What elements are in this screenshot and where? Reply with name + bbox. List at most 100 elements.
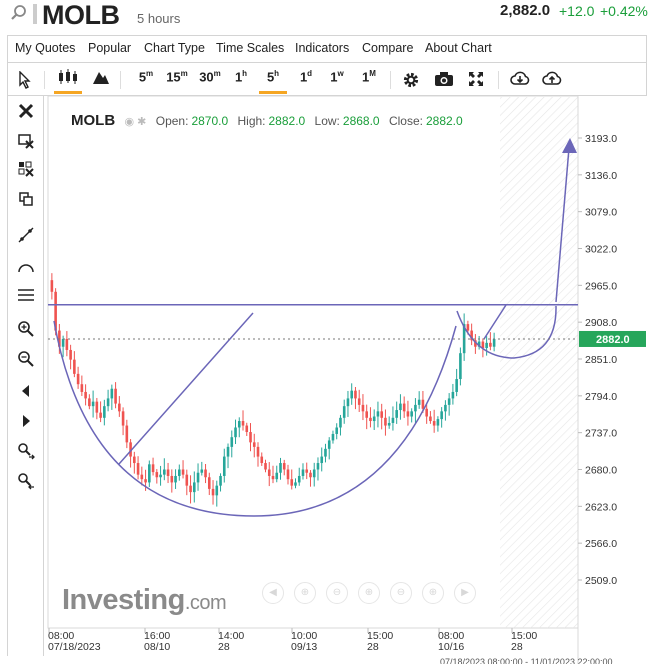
zoom-in-icon[interactable] xyxy=(17,320,35,338)
menu-about-chart[interactable]: About Chart xyxy=(425,41,492,55)
candle-body xyxy=(492,338,496,347)
zoom-out-icon[interactable]: ⊖ xyxy=(326,582,348,604)
nav-left-icon[interactable]: ◀ xyxy=(262,582,284,604)
last-price: 2,882.0 xyxy=(500,2,551,19)
x-tick-date: 08/10 xyxy=(144,641,170,653)
toolbar-separator xyxy=(44,71,45,89)
menu-my-quotes[interactable]: My Quotes xyxy=(15,41,76,55)
y-tick-label: 2794.0 xyxy=(585,391,617,403)
candle-body xyxy=(305,469,309,473)
zoom-in-icon[interactable]: ⊕ xyxy=(422,582,444,604)
arc-tool-icon[interactable] xyxy=(17,258,35,276)
candle-body xyxy=(365,411,368,418)
search-icon[interactable] xyxy=(10,4,28,22)
nav-right-icon[interactable]: ▶ xyxy=(454,582,476,604)
menu-popular[interactable]: Popular xyxy=(88,41,132,55)
x-tick-date: 28 xyxy=(511,641,523,653)
area-chart-button[interactable] xyxy=(91,69,111,89)
camera-icon[interactable] xyxy=(434,71,454,87)
candle-body xyxy=(425,408,428,417)
x-tick-label: 15:00 xyxy=(367,630,393,642)
y-tick-label: 2623.0 xyxy=(585,501,617,513)
candle-body xyxy=(133,456,136,464)
candlestick-chart[interactable]: 3193.0 3136.0 3079.0 3022.0 2965.0 2908.0 2851… xyxy=(44,96,647,664)
cloud-download-icon[interactable] xyxy=(510,70,530,88)
candle-body xyxy=(451,391,455,399)
menu-indicators[interactable]: Indicators xyxy=(295,41,350,55)
ohlc-legend: MOLB ◉ ✱ Open: 2870.0 High: 2882.0 Low: 286… xyxy=(71,112,469,129)
candlestick-chart-button[interactable] xyxy=(54,69,82,94)
candle-body xyxy=(189,485,192,493)
candle-body xyxy=(260,456,264,464)
zoom-in-icon[interactable]: ⊕ xyxy=(358,582,380,604)
trend-line-icon[interactable] xyxy=(17,226,35,244)
close-icon[interactable] xyxy=(17,102,35,120)
candle-body xyxy=(455,379,458,392)
candle-body xyxy=(414,404,417,412)
header-divider xyxy=(33,4,37,24)
cup-arc xyxy=(53,320,457,517)
menu-time-scales[interactable]: Time Scales xyxy=(216,41,285,55)
chart-toolbar: 5m 15m 30m 1h 5h 1d 1w 1M xyxy=(7,62,647,96)
candle-body xyxy=(222,456,226,476)
gear-icon[interactable] xyxy=(402,71,420,89)
zoom-in-icon[interactable]: ⊕ xyxy=(294,582,316,604)
x-tick-label: 14:00 xyxy=(218,630,244,642)
remove-drawing-icon[interactable] xyxy=(17,132,35,150)
timeframe-unit: M xyxy=(369,69,376,78)
cloud-upload-icon[interactable] xyxy=(542,70,562,88)
timeframe-5h[interactable]: 5h xyxy=(259,69,287,94)
copy-drawing-icon[interactable] xyxy=(17,190,35,208)
cursor-icon[interactable] xyxy=(18,71,32,89)
candle-body xyxy=(140,474,144,480)
timeframe-30m[interactable]: 30m xyxy=(197,69,223,89)
scroll-right-icon[interactable] xyxy=(17,412,35,430)
y-tick-label: 2851.0 xyxy=(585,354,617,366)
timeframe-unit: m xyxy=(180,69,188,78)
interval-label: 5 hours xyxy=(137,11,181,26)
timeframe-1M[interactable]: 1M xyxy=(360,69,378,89)
candle-body xyxy=(489,342,492,347)
timeframe-label: 5 xyxy=(266,69,275,85)
candle-body xyxy=(230,437,234,447)
timeframe-1d[interactable]: 1d xyxy=(298,69,314,89)
scroll-left-icon[interactable] xyxy=(17,382,35,400)
candle-body xyxy=(290,479,294,486)
eye-icon[interactable]: ◉ ✱ xyxy=(124,116,147,128)
candle-body xyxy=(226,446,230,457)
fibonacci-lines-icon[interactable] xyxy=(17,286,35,304)
candle-body xyxy=(185,474,189,486)
menu-chart-type[interactable]: Chart Type xyxy=(144,41,205,55)
toolbar-separator xyxy=(390,71,391,89)
zoom-out-icon[interactable] xyxy=(17,350,35,368)
last-price-tag xyxy=(579,330,646,347)
candle-body xyxy=(264,463,267,470)
zoom-out-time-icon[interactable] xyxy=(17,472,35,490)
candle-body xyxy=(181,469,185,475)
timeframe-1h[interactable]: 1h xyxy=(233,69,249,89)
timeframe-5m[interactable]: 5m xyxy=(136,69,156,89)
last-price-tag-label: 2882.0 xyxy=(596,334,630,346)
remove-all-drawings-icon[interactable] xyxy=(17,160,35,178)
candle-body xyxy=(376,411,380,417)
timeframe-15m[interactable]: 15m xyxy=(165,69,189,89)
candle-body xyxy=(219,475,222,486)
breakout-arrow-line xyxy=(555,147,570,303)
candle-body xyxy=(417,399,421,405)
candle-body xyxy=(200,469,204,473)
candle-body xyxy=(155,472,159,478)
price-chart[interactable]: 3193.0 3136.0 3079.0 3022.0 2965.0 2908.0 2851… xyxy=(44,96,647,664)
zoom-in-time-icon[interactable] xyxy=(17,442,35,460)
high-label: High: xyxy=(237,114,266,128)
menu-compare[interactable]: Compare xyxy=(362,41,414,55)
fullscreen-icon[interactable] xyxy=(468,71,484,87)
candle-body xyxy=(312,469,316,478)
candle-body xyxy=(159,474,162,478)
candle-body xyxy=(436,419,440,426)
zoom-out-icon[interactable]: ⊖ xyxy=(390,582,412,604)
candle-body xyxy=(234,427,237,438)
candle-body xyxy=(163,469,166,475)
x-tick-label: 08:00 xyxy=(48,630,74,642)
area-chart-icon xyxy=(93,72,109,84)
timeframe-1w[interactable]: 1w xyxy=(328,69,346,89)
